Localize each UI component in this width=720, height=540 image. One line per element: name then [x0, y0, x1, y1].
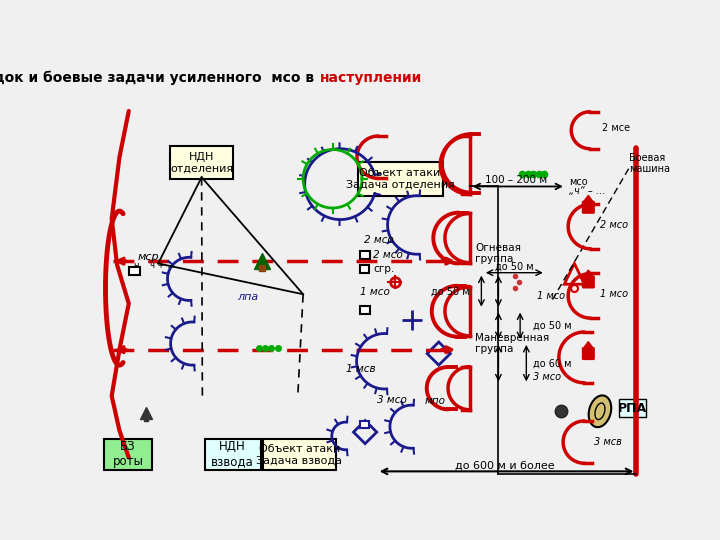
Text: 1 мсо: 1 мсо [361, 287, 390, 297]
Text: до 50 м: до 50 м [431, 286, 469, 296]
Bar [361, 306, 370, 314]
Text: 2 мсо: 2 мсо [373, 250, 402, 260]
Text: Огневая
группа: Огневая группа [475, 242, 521, 264]
Text: НДН
взвода: НДН взвода [211, 441, 254, 468]
Text: н    ч + ...: н ч + ... [134, 260, 175, 269]
Ellipse shape [589, 395, 611, 427]
Text: „ч“ – …: „ч“ – … [569, 186, 606, 196]
Text: мсо: мсо [569, 177, 588, 187]
FancyBboxPatch shape [263, 439, 336, 470]
FancyBboxPatch shape [358, 162, 443, 195]
Text: 3 мсо: 3 мсо [377, 395, 407, 405]
FancyBboxPatch shape [582, 201, 594, 213]
Text: 1 мсв: 1 мсв [346, 364, 375, 374]
Text: 2 мсе: 2 мсе [601, 123, 629, 133]
Bar [360, 265, 369, 273]
Text: сгр.: сгр. [373, 264, 394, 274]
FancyBboxPatch shape [582, 276, 594, 288]
FancyBboxPatch shape [618, 399, 647, 417]
Text: 2 мсо: 2 мсо [600, 220, 628, 230]
FancyBboxPatch shape [104, 439, 152, 470]
Text: Объект атаки
Задача взвода: Объект атаки Задача взвода [256, 444, 342, 465]
Text: 2 мсо: 2 мсо [364, 235, 395, 245]
Text: 1 мсо: 1 мсо [537, 291, 565, 301]
Polygon shape [583, 270, 593, 277]
Text: лпа: лпа [238, 292, 258, 302]
Text: Маневренная
группа: Маневренная группа [475, 333, 549, 354]
FancyBboxPatch shape [170, 146, 233, 179]
Text: до 50 м: до 50 м [495, 261, 534, 272]
Bar [360, 421, 369, 428]
Polygon shape [583, 195, 593, 202]
Text: БЗ
роты: БЗ роты [112, 441, 143, 468]
Text: РПА: РПА [618, 402, 647, 415]
Text: до 50 м: до 50 м [534, 321, 572, 331]
FancyBboxPatch shape [204, 439, 261, 470]
Text: до 60 м: до 60 м [534, 359, 572, 369]
Text: Боевой порядок и боевые задачи усиленного  мсо в: Боевой порядок и боевые задачи усиленног… [0, 71, 319, 85]
Ellipse shape [595, 403, 605, 420]
Text: мср: мср [138, 252, 160, 262]
Bar [361, 251, 370, 259]
Text: мпо: мпо [425, 395, 446, 406]
Text: наступлении: наступлении [320, 71, 423, 85]
Text: Объект атаки
Задача отделения: Объект атаки Задача отделения [346, 168, 454, 190]
FancyBboxPatch shape [582, 348, 594, 360]
Bar [129, 267, 140, 275]
Polygon shape [583, 342, 593, 348]
Text: до 600 м и более: до 600 м и более [455, 460, 554, 470]
Text: 1 мсо: 1 мсо [600, 289, 628, 299]
Text: НДН
отделения: НДН отделения [170, 152, 233, 173]
Text: 100 – 200 м: 100 – 200 м [485, 176, 547, 185]
Text: 3 мсо: 3 мсо [534, 372, 562, 382]
Text: Боевая
машина: Боевая машина [629, 153, 670, 174]
Text: 3 мсв: 3 мсв [594, 437, 621, 447]
